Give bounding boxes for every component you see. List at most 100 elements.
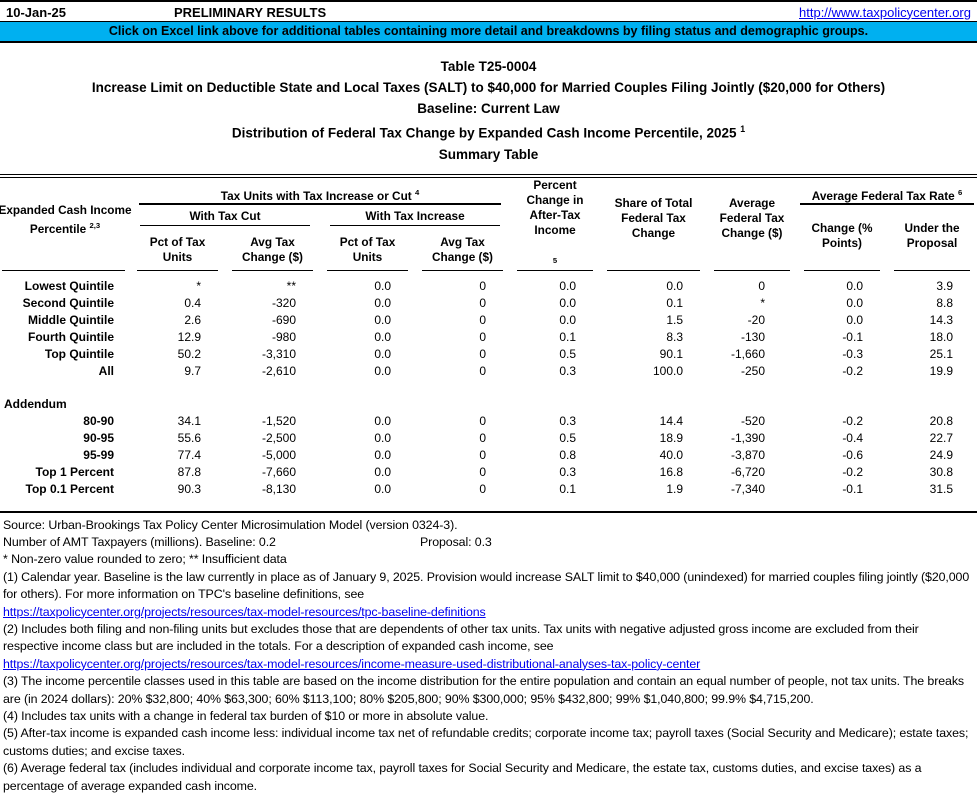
- cell-pct-units-increase: 0.0: [374, 295, 391, 310]
- cell-pct-units-cut: 90.3: [177, 481, 201, 496]
- addendum-rows: 80-90 34.1 -1,520 0.0 0 0.3 14.4 -520 -0…: [0, 413, 977, 498]
- header-underlines: [0, 269, 977, 271]
- cell-pct-units-increase: 0.0: [374, 278, 391, 293]
- cell-share-total: 0.1: [666, 295, 683, 310]
- table-row: Top Quintile 50.2 -3,310 0.0 0 0.5 90.1 …: [0, 346, 977, 363]
- cell-rate-under-proposal: 3.9: [936, 278, 953, 293]
- header-underline: [607, 269, 700, 271]
- title-summary: Summary Table: [438, 146, 539, 162]
- column-group-tax-units: Tax Units with Tax Increase or Cut 4 Wit…: [130, 178, 510, 272]
- cell-pct-units-cut: *: [196, 278, 201, 293]
- cell-avg-change-cut: -2,610: [261, 363, 296, 378]
- table-row: 95-99 77.4 -5,000 0.0 0 0.8 40.0 -3,870 …: [0, 447, 977, 464]
- cell-avg-federal-change: -1,660: [730, 346, 765, 361]
- cell-pct-units-cut: 12.9: [177, 329, 201, 344]
- header-underline: [517, 269, 593, 271]
- cell-pct-units-cut: 2.6: [184, 312, 201, 327]
- row-label: Middle Quintile: [28, 312, 114, 327]
- row-label: 80-90: [83, 413, 114, 428]
- footnote-ref: 6: [957, 187, 963, 197]
- cell-pct-change-after-tax: 0.0: [559, 312, 576, 327]
- addendum-label: Addendum: [4, 396, 67, 411]
- table-row: 80-90 34.1 -1,520 0.0 0 0.3 14.4 -520 -0…: [0, 413, 977, 430]
- cell-avg-federal-change: -1,390: [730, 430, 765, 445]
- column-header-avg-federal-change: Average Federal Tax Change ($): [719, 196, 785, 240]
- row-label: Top Quintile: [44, 346, 114, 361]
- cell-avg-change-cut: -8,130: [261, 481, 296, 496]
- footnote-ref: 2,3: [89, 221, 101, 231]
- cell-rate-change: 0.0: [846, 278, 863, 293]
- taxpolicycenter-link[interactable]: http://www.taxpolicycenter.org: [799, 4, 971, 20]
- cell-rate-change: 0.0: [846, 312, 863, 327]
- cell-avg-federal-change: -6,720: [730, 464, 765, 479]
- table-row: Second Quintile 0.4 -320 0.0 0 0.0 0.1 *…: [0, 295, 977, 312]
- table-header: Expanded Cash Income Percentile 2,3 Tax …: [0, 178, 977, 271]
- cell-pct-units-increase: 0.0: [374, 430, 391, 445]
- cell-pct-units-increase: 0.0: [374, 413, 391, 428]
- table-row: Middle Quintile 2.6 -690 0.0 0 0.0 1.5 -…: [0, 312, 977, 329]
- row-label: All: [98, 363, 114, 378]
- cell-pct-change-after-tax: 0.0: [559, 295, 576, 310]
- quintile-rows: Lowest Quintile * ** 0.0 0 0.0 0.0 0 0.0…: [0, 278, 977, 380]
- cell-share-total: 1.9: [666, 481, 683, 496]
- cell-rate-under-proposal: 24.9: [929, 447, 953, 462]
- cell-pct-units-cut: 34.1: [177, 413, 201, 428]
- cell-rate-change: -0.6: [842, 447, 863, 462]
- cell-pct-change-after-tax: 0.8: [559, 447, 576, 462]
- cell-avg-change-increase: 0: [479, 329, 486, 344]
- cell-pct-units-increase: 0.0: [374, 346, 391, 361]
- cell-pct-change-after-tax: 0.1: [559, 329, 576, 344]
- table-number: Table T25-0004: [440, 59, 537, 74]
- cell-rate-change: -0.1: [842, 481, 863, 496]
- cell-avg-federal-change: *: [760, 295, 765, 310]
- amt-proposal: Proposal: 0.3: [420, 534, 492, 549]
- table-row: Fourth Quintile 12.9 -980 0.0 0 0.1 8.3 …: [0, 329, 977, 346]
- cell-pct-units-increase: 0.0: [374, 464, 391, 479]
- column-header-income-percentile: Expanded Cash Income Percentile 2,3: [0, 203, 132, 236]
- cell-rate-change: -0.3: [842, 346, 863, 361]
- cell-pct-units-cut: 55.6: [177, 430, 201, 445]
- footnote-6: (6) Average federal tax (includes indivi…: [3, 761, 922, 793]
- amt-baseline: Number of AMT Taxpayers (millions). Base…: [3, 534, 276, 549]
- cell-rate-under-proposal: 22.7: [929, 430, 953, 445]
- column-group-avg-federal-tax-rate: Average Federal Tax Rate 6 Change (% Poi…: [797, 178, 977, 272]
- income-measure-link[interactable]: https://taxpolicycenter.org/projects/res…: [3, 656, 701, 671]
- table-row: Top 1 Percent 87.8 -7,660 0.0 0 0.3 16.8…: [0, 464, 977, 481]
- column-header-pct-units-increase: Pct of Tax Units: [339, 234, 396, 264]
- cell-avg-federal-change: -130: [740, 329, 765, 344]
- cell-avg-change-cut: -1,520: [261, 413, 296, 428]
- cell-avg-change-cut: -320: [271, 295, 296, 310]
- header-underline: [232, 269, 313, 271]
- header-underline: [137, 269, 218, 271]
- cell-avg-change-cut: -690: [271, 312, 296, 327]
- row-label: Top 1 Percent: [35, 464, 114, 479]
- cell-share-total: 16.8: [659, 464, 683, 479]
- cell-avg-federal-change: -520: [740, 413, 765, 428]
- row-label: 90-95: [83, 430, 114, 445]
- footnote-5: (5) After-tax income is expanded cash in…: [3, 726, 969, 758]
- cell-share-total: 0.0: [666, 278, 683, 293]
- footnote-ref: 5: [552, 255, 558, 265]
- cell-pct-units-cut: 87.8: [177, 464, 201, 479]
- top-bar: 10-Jan-25 PRELIMINARY RESULTS http://www…: [0, 2, 977, 21]
- footnote-ref: 4: [415, 187, 420, 197]
- cell-avg-change-increase: 0: [479, 363, 486, 378]
- cell-rate-change: -0.4: [842, 430, 863, 445]
- baseline-definitions-link[interactable]: https://taxpolicycenter.org/projects/res…: [3, 604, 486, 619]
- group-header-tax-units: Tax Units with Tax Increase or Cut 4: [139, 178, 501, 205]
- table-row: Lowest Quintile * ** 0.0 0 0.0 0.0 0 0.0…: [0, 278, 977, 295]
- row-label: Top 0.1 Percent: [25, 481, 114, 496]
- cell-share-total: 14.4: [659, 413, 683, 428]
- title-footnote-ref: 1: [740, 124, 746, 134]
- cell-avg-federal-change: -250: [740, 363, 765, 378]
- footnote-2: (2) Includes both filing and non-filing …: [3, 621, 919, 654]
- header-underline: [422, 269, 503, 271]
- header-underline: [327, 269, 408, 271]
- date-label: 10-Jan-25: [6, 4, 66, 20]
- cell-pct-change-after-tax: 0.1: [559, 481, 576, 496]
- cell-rate-under-proposal: 18.0: [929, 329, 953, 344]
- table-row: Top 0.1 Percent 90.3 -8,130 0.0 0 0.1 1.…: [0, 481, 977, 498]
- cell-rate-change: 0.0: [846, 295, 863, 310]
- header-underline: [2, 269, 125, 271]
- cell-avg-federal-change: -7,340: [730, 481, 765, 496]
